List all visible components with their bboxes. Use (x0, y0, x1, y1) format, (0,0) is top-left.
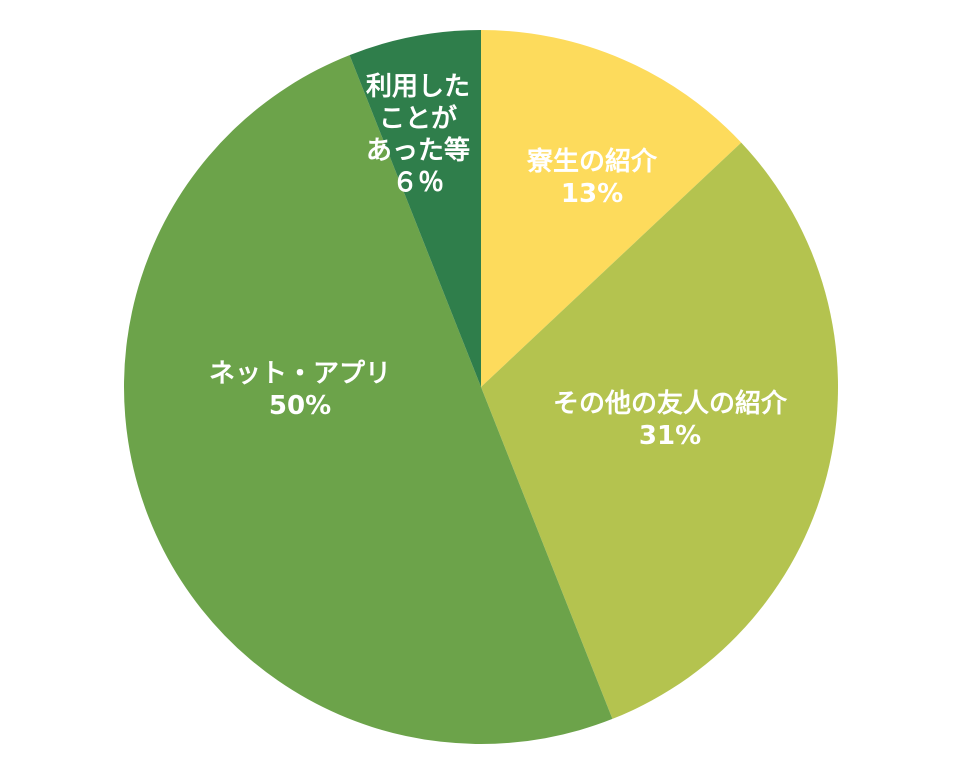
category-label: その他の友人の紹介 (552, 389, 788, 419)
pie-slice (349, 30, 481, 387)
slice-label: ネット・アプリ 50% (209, 358, 391, 422)
slice-label: その他の友人の紹介 31% (553, 388, 787, 452)
category-label: 寮生の紹介 (526, 147, 658, 177)
slice-label: 利用した ことが あった等 ６％ (366, 71, 470, 199)
pie-slice (481, 30, 742, 387)
slice-label: 寮生の紹介 13% (527, 146, 657, 210)
pie-slice (481, 142, 839, 719)
value-label: 50% (268, 391, 332, 421)
value-label: 31% (638, 421, 702, 451)
pie-slice (123, 55, 613, 744)
value-label: ６％ (391, 168, 445, 198)
category-label: ネット・アプリ (208, 359, 392, 389)
value-label: 13% (560, 179, 624, 209)
category-label: 利用した ことが あった等 (365, 72, 471, 166)
